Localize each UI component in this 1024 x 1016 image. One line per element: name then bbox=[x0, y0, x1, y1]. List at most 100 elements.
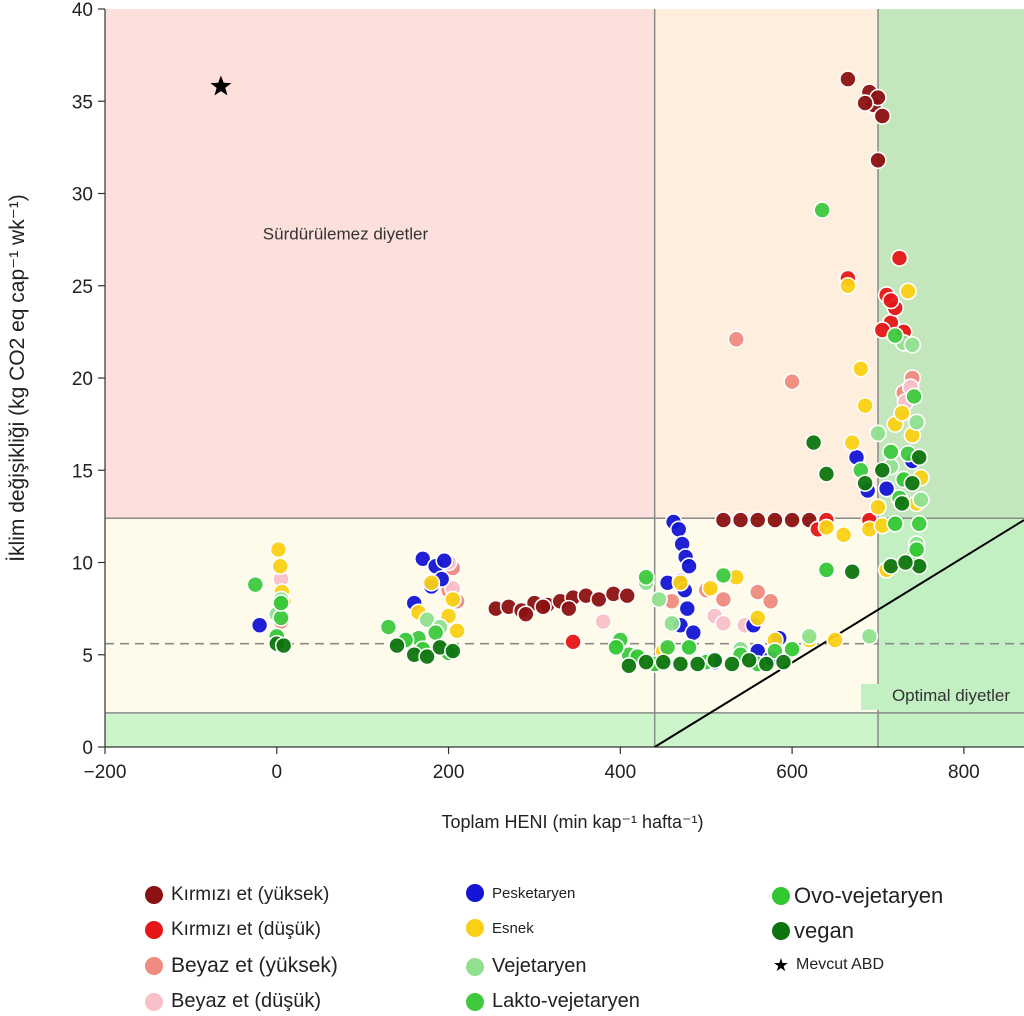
data-point bbox=[418, 647, 436, 666]
data-point bbox=[714, 566, 733, 585]
region-annotation: Sürdürülemez diyetler bbox=[263, 225, 429, 244]
y-tick-label: 10 bbox=[72, 554, 93, 575]
legend-marker bbox=[466, 957, 484, 976]
legend-marker bbox=[772, 887, 790, 905]
data-point bbox=[910, 514, 929, 533]
data-point bbox=[637, 568, 655, 587]
star-point bbox=[210, 75, 232, 96]
data-point bbox=[559, 599, 578, 618]
data-point bbox=[618, 586, 636, 605]
legend-marker bbox=[145, 921, 163, 939]
data-point bbox=[813, 201, 831, 219]
data-point bbox=[905, 387, 923, 406]
data-point bbox=[890, 249, 909, 267]
chart-area: Sürdürülemez diyetler Optimal diyetler −2… bbox=[6, 0, 1024, 832]
data-point bbox=[839, 70, 857, 88]
data-point bbox=[834, 526, 853, 544]
data-point bbox=[893, 494, 911, 513]
data-point bbox=[910, 448, 929, 467]
data-point bbox=[856, 396, 874, 415]
data-point bbox=[607, 638, 625, 657]
data-point bbox=[620, 657, 638, 675]
y-axis-title: İklim değişikliği (kg CO2 eq cap⁻¹ wk⁻¹) bbox=[6, 194, 29, 562]
data-point bbox=[843, 433, 862, 452]
scatter-chart: Sürdürülemez diyetler Optimal diyetler −2… bbox=[6, 0, 1024, 832]
data-point bbox=[413, 550, 432, 568]
data-point bbox=[766, 511, 784, 529]
data-point bbox=[418, 610, 436, 629]
data-point bbox=[658, 638, 677, 657]
data-point bbox=[783, 640, 801, 659]
star-icon: ★ bbox=[772, 955, 790, 975]
legend-label: Ovo-vejetaryen bbox=[794, 883, 944, 908]
legend-item-beyaz-et-yuksek: Beyaz et (yüksek) bbox=[145, 954, 338, 978]
y-tick-label: 15 bbox=[72, 461, 93, 482]
data-point bbox=[517, 605, 535, 623]
reference-lines: Sürdürülemez diyetler Optimal diyetler bbox=[105, 9, 1024, 748]
data-point bbox=[714, 590, 733, 609]
data-point bbox=[886, 514, 904, 533]
data-point bbox=[422, 573, 441, 592]
data-point bbox=[534, 597, 552, 616]
x-tick-label: −200 bbox=[84, 762, 127, 783]
data-point bbox=[893, 404, 911, 422]
data-point bbox=[448, 621, 466, 640]
data-point bbox=[899, 282, 917, 301]
annotation-backdrop bbox=[860, 683, 1024, 710]
data-point bbox=[869, 424, 887, 443]
data-point bbox=[912, 490, 930, 509]
y-tick-label: 5 bbox=[82, 646, 93, 667]
data-point bbox=[594, 612, 612, 631]
data-point bbox=[783, 511, 801, 529]
data-point bbox=[564, 633, 582, 651]
legend-item-pesketaryen: Pesketaryen bbox=[466, 884, 575, 902]
data-point bbox=[671, 655, 690, 673]
y-tick-label: 25 bbox=[72, 277, 93, 298]
data-point bbox=[388, 636, 406, 655]
legend-label: Pesketaryen bbox=[492, 884, 576, 902]
data-point bbox=[637, 653, 655, 671]
y-tick-label: 35 bbox=[72, 92, 93, 113]
data-point bbox=[896, 553, 915, 572]
data-point bbox=[680, 557, 698, 575]
data-point bbox=[714, 614, 733, 633]
x-tick-label: 800 bbox=[948, 762, 980, 783]
y-tick-label: 40 bbox=[72, 0, 93, 21]
data-point bbox=[706, 651, 724, 670]
data-point bbox=[444, 642, 462, 660]
data-point bbox=[678, 599, 697, 618]
data-points bbox=[210, 70, 930, 675]
data-point bbox=[723, 655, 741, 673]
data-point bbox=[839, 276, 857, 295]
legend-item-mevcut-abd: ★ Mevcut ABD bbox=[772, 956, 884, 974]
legend-label: Vejetaryen bbox=[492, 955, 587, 977]
data-point bbox=[873, 461, 892, 480]
y-tick-label: 30 bbox=[72, 185, 93, 206]
data-point bbox=[740, 651, 758, 670]
data-point bbox=[272, 609, 290, 627]
data-point bbox=[882, 442, 900, 461]
data-point bbox=[856, 474, 874, 492]
data-point bbox=[826, 631, 844, 649]
data-point bbox=[663, 614, 681, 633]
legend-marker bbox=[145, 992, 163, 1011]
data-point bbox=[650, 590, 668, 609]
legend-label: Kırmızı et (yüksek) bbox=[171, 884, 330, 905]
legend-marker bbox=[466, 884, 484, 902]
series-9 bbox=[267, 433, 929, 675]
data-point bbox=[671, 573, 690, 592]
data-point bbox=[869, 151, 887, 170]
data-point bbox=[843, 562, 862, 581]
data-point bbox=[783, 372, 801, 391]
series-0 bbox=[486, 70, 892, 623]
data-point bbox=[274, 636, 293, 655]
data-point bbox=[748, 583, 767, 601]
data-point bbox=[856, 94, 874, 112]
legend-marker bbox=[145, 886, 163, 904]
y-tick-label: 0 bbox=[82, 738, 93, 759]
data-point bbox=[701, 579, 720, 598]
data-point bbox=[886, 326, 904, 345]
legend-marker bbox=[772, 922, 790, 940]
data-point bbox=[731, 511, 750, 529]
data-point bbox=[873, 107, 892, 125]
